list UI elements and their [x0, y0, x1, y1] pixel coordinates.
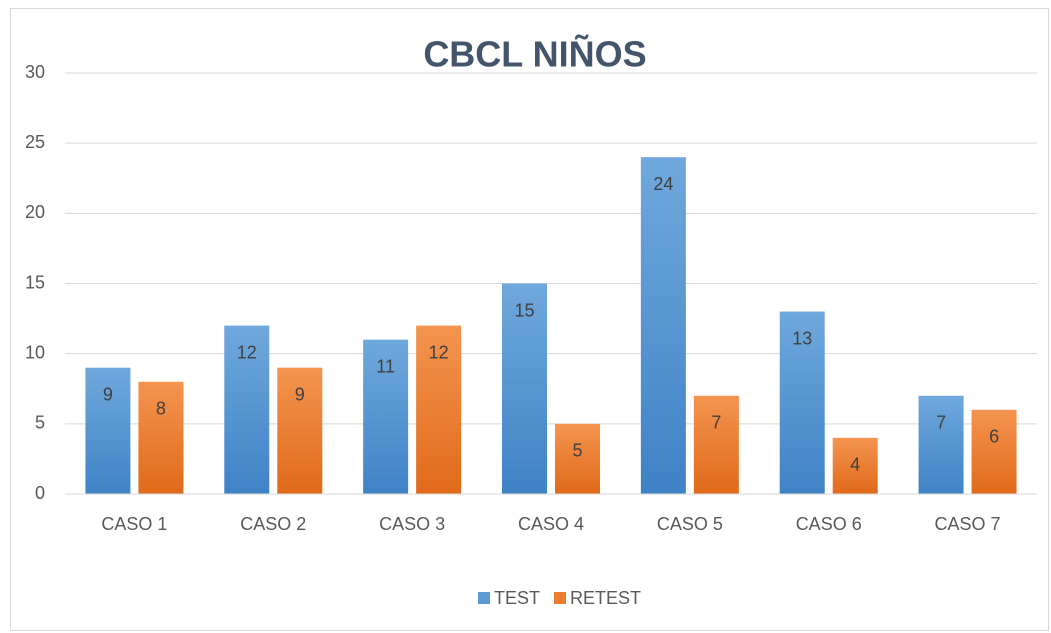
- x-tick-label: CASO 2: [240, 514, 306, 534]
- x-tick-label: CASO 6: [796, 514, 862, 534]
- data-label: 7: [711, 413, 721, 433]
- bar: [971, 409, 1017, 494]
- y-tick-label: 20: [25, 202, 45, 222]
- y-tick-label: 25: [25, 132, 45, 152]
- data-label: 5: [572, 441, 582, 461]
- bar: [138, 381, 184, 494]
- y-tick-label: 15: [25, 272, 45, 292]
- bar: [693, 395, 739, 494]
- x-tick-label: CASO 3: [379, 514, 445, 534]
- bar: [779, 311, 825, 494]
- bar: [832, 437, 878, 494]
- y-tick-label: 30: [25, 62, 45, 82]
- data-label: 12: [237, 342, 257, 362]
- bar: [918, 395, 964, 494]
- x-tick-label: CASO 4: [518, 514, 584, 534]
- y-tick-label: 5: [35, 413, 45, 433]
- legend-swatch: [478, 592, 490, 604]
- data-label: 24: [653, 174, 673, 194]
- legend-label: TEST: [494, 588, 540, 608]
- legend-swatch: [554, 592, 567, 604]
- data-label: 7: [936, 413, 946, 433]
- x-tick-label: CASO 7: [935, 514, 1001, 534]
- y-tick-label: 10: [25, 342, 45, 362]
- bar: [502, 283, 547, 494]
- bar: [363, 339, 409, 494]
- legend-label: RETEST: [570, 588, 641, 608]
- data-label: 15: [514, 300, 534, 320]
- y-tick-label: 0: [35, 483, 45, 503]
- bar: [640, 157, 686, 494]
- data-label: 11: [376, 356, 395, 376]
- bar: [224, 325, 270, 494]
- data-label: 4: [850, 455, 860, 475]
- data-label: 8: [156, 398, 166, 418]
- data-label: 9: [295, 384, 305, 404]
- x-tick-label: CASO 1: [101, 514, 167, 534]
- chart-title: CBCL NIÑOS: [423, 33, 646, 75]
- data-label: 12: [429, 342, 449, 362]
- bar: [85, 367, 131, 494]
- x-tick-label: CASO 5: [657, 514, 723, 534]
- bar: [416, 325, 462, 494]
- data-label: 13: [792, 328, 812, 348]
- bar: [555, 423, 600, 494]
- data-label: 9: [103, 384, 113, 404]
- data-label: 6: [989, 427, 999, 447]
- bar: [277, 367, 323, 494]
